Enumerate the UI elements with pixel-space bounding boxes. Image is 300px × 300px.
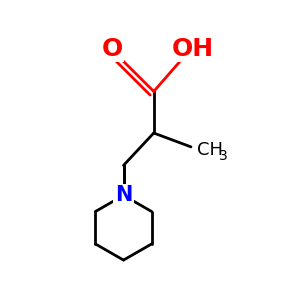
Text: O: O (101, 37, 122, 61)
Text: OH: OH (172, 37, 214, 61)
Text: CH: CH (197, 141, 223, 159)
Text: 3: 3 (219, 149, 228, 163)
Text: N: N (115, 185, 132, 206)
